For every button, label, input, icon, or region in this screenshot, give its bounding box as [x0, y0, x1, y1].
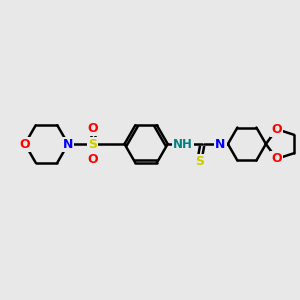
Text: N: N	[63, 137, 73, 151]
Text: NH: NH	[173, 137, 193, 151]
Text: O: O	[20, 137, 30, 151]
Text: S: S	[195, 155, 204, 168]
Text: O: O	[272, 152, 282, 165]
Text: O: O	[87, 153, 98, 166]
Text: O: O	[272, 123, 282, 136]
Text: S: S	[88, 137, 97, 151]
Text: O: O	[87, 122, 98, 135]
Text: N: N	[215, 137, 226, 151]
